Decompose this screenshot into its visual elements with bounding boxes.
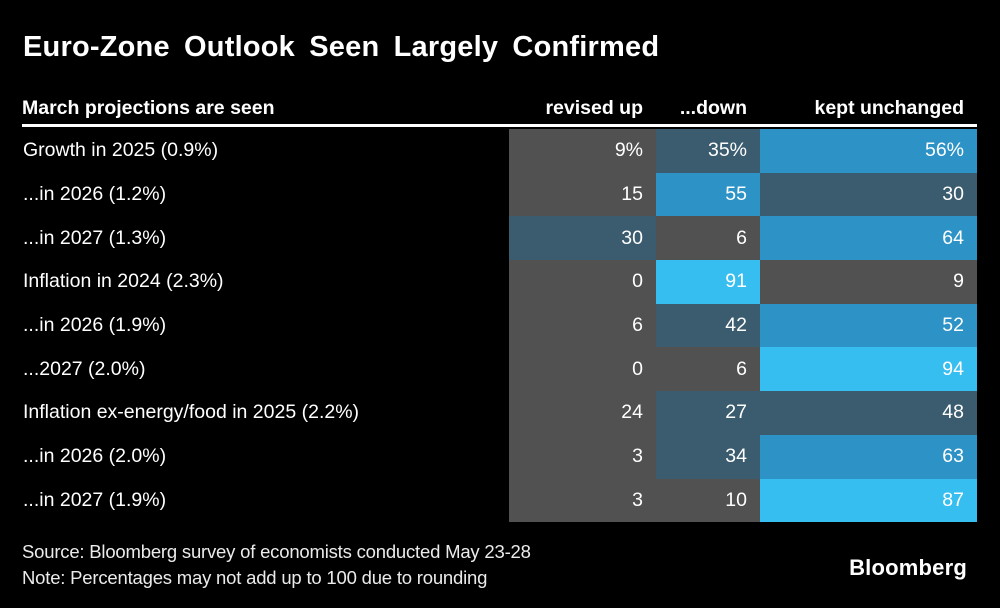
- value-cell-kept-unchanged: 48: [760, 391, 977, 435]
- table-row: ...in 2026 (2.0%) 3 34 63: [22, 434, 977, 479]
- value-cell-down: 35%: [656, 129, 760, 173]
- value-cell-revised-up: 3: [509, 478, 656, 523]
- footer: Source: Bloomberg survey of economists c…: [22, 539, 531, 590]
- table-row: Inflation in 2024 (2.3%) 0 91 9: [22, 260, 977, 304]
- value-cell-down: 27: [656, 391, 760, 435]
- table-row: ...in 2026 (1.2%) 15 55 30: [22, 172, 977, 217]
- value-cell-down: 55: [656, 172, 760, 217]
- value-cell-down: 10: [656, 478, 760, 523]
- value-cell-revised-up: 6: [509, 303, 656, 348]
- heatmap-table: March projections are seen revised up ..…: [22, 86, 977, 523]
- row-label: ...in 2026 (1.2%): [22, 172, 509, 217]
- value-cell-kept-unchanged: 87: [760, 478, 977, 523]
- column-header-kept-unchanged: kept unchanged: [814, 97, 964, 119]
- row-label: ...in 2026 (1.9%): [22, 303, 509, 348]
- row-label: Inflation in 2024 (2.3%): [22, 260, 509, 304]
- column-header-revised-up: revised up: [545, 97, 643, 119]
- column-header-projections: March projections are seen: [22, 97, 275, 119]
- row-label: ...in 2027 (1.3%): [22, 216, 509, 261]
- value-cell-kept-unchanged: 52: [760, 303, 977, 348]
- chart-title: Euro-Zone Outlook Seen Largely Confirmed: [23, 31, 660, 63]
- row-label: ...in 2026 (2.0%): [22, 434, 509, 479]
- row-label: Growth in 2025 (0.9%): [22, 129, 509, 173]
- table-row: ...in 2027 (1.9%) 3 10 87: [22, 478, 977, 523]
- table-row: ...in 2027 (1.3%) 30 6 64: [22, 216, 977, 261]
- table-row: Inflation ex-energy/food in 2025 (2.2%) 2…: [22, 391, 977, 435]
- table-row: ...in 2026 (1.9%) 6 42 52: [22, 303, 977, 348]
- rounding-note: Note: Percentages may not add up to 100 …: [22, 566, 488, 588]
- row-label: ...2027 (2.0%): [22, 347, 509, 392]
- value-cell-kept-unchanged: 9: [760, 260, 977, 304]
- value-cell-revised-up: 15: [509, 172, 656, 217]
- value-cell-down: 6: [656, 347, 760, 392]
- header-divider: [22, 124, 977, 127]
- value-cell-down: 6: [656, 216, 760, 261]
- value-cell-revised-up: 9%: [509, 129, 656, 173]
- value-cell-revised-up: 0: [509, 260, 656, 304]
- value-cell-down: 34: [656, 434, 760, 479]
- table-body: Growth in 2025 (0.9%) 9% 35% 56% ...in 2026 …: [22, 129, 977, 523]
- table-header-row: March projections are seen revised up ..…: [22, 86, 977, 120]
- value-cell-revised-up: 24: [509, 391, 656, 435]
- value-cell-kept-unchanged: 63: [760, 434, 977, 479]
- value-cell-kept-unchanged: 94: [760, 347, 977, 392]
- value-cell-revised-up: 30: [509, 216, 656, 261]
- table-row: Growth in 2025 (0.9%) 9% 35% 56%: [22, 129, 977, 173]
- value-cell-kept-unchanged: 64: [760, 216, 977, 261]
- value-cell-kept-unchanged: 30: [760, 172, 977, 217]
- table-row: ...2027 (2.0%) 0 6 94: [22, 347, 977, 392]
- value-cell-revised-up: 3: [509, 434, 656, 479]
- row-label: Inflation ex-energy/food in 2025 (2.2%): [22, 391, 509, 435]
- value-cell-down: 91: [656, 260, 760, 304]
- value-cell-kept-unchanged: 56%: [760, 129, 977, 173]
- source-note: Source: Bloomberg survey of economists c…: [22, 541, 531, 562]
- column-header-down: ...down: [679, 97, 747, 119]
- value-cell-down: 42: [656, 303, 760, 348]
- value-cell-revised-up: 0: [509, 347, 656, 392]
- row-label: ...in 2027 (1.9%): [22, 478, 509, 523]
- bloomberg-logo: Bloomberg: [849, 555, 967, 580]
